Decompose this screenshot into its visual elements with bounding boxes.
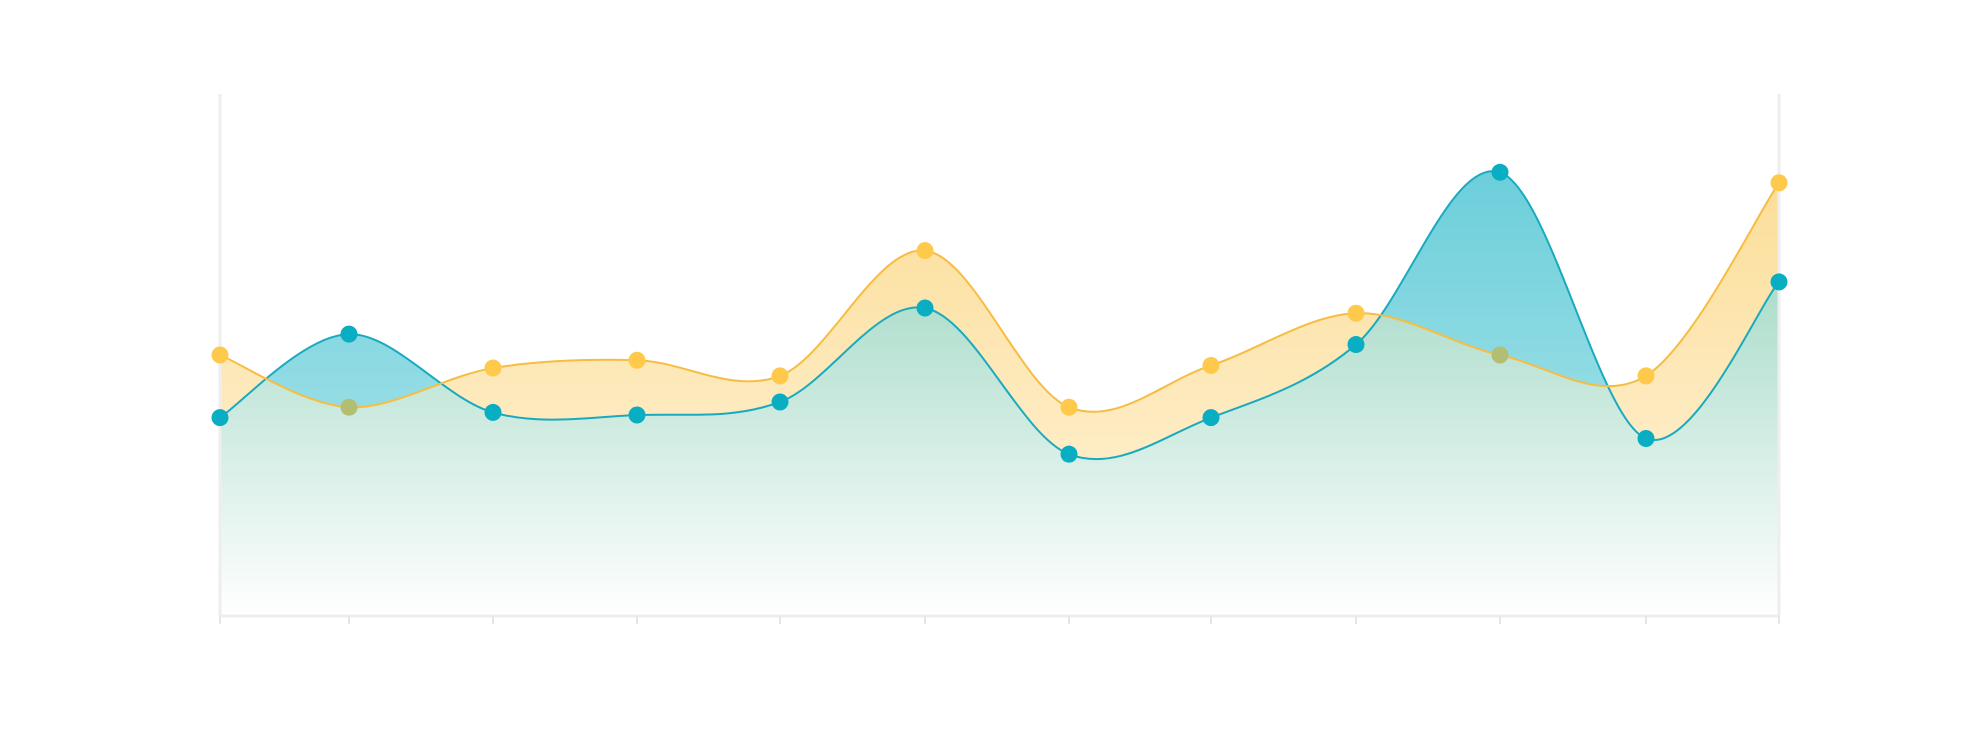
series-2-point[interactable] — [628, 406, 646, 424]
series-2-point[interactable] — [771, 393, 789, 411]
series-1-point[interactable] — [1491, 346, 1509, 364]
series-2-point[interactable] — [1637, 430, 1655, 448]
series-1-point[interactable] — [771, 367, 789, 385]
series-1-point[interactable] — [484, 359, 502, 377]
series-1-point[interactable] — [1202, 356, 1220, 374]
series-2-point[interactable] — [340, 325, 358, 343]
series-1-point[interactable] — [1060, 398, 1078, 416]
series-1-point[interactable] — [916, 242, 934, 260]
series-2-point[interactable] — [1347, 336, 1365, 354]
series-2-point[interactable] — [916, 299, 934, 317]
series-1-point[interactable] — [1637, 367, 1655, 385]
series-1-point[interactable] — [1770, 174, 1788, 192]
data-points — [211, 163, 1788, 463]
overlap-area — [220, 182, 1779, 616]
series-2-point[interactable] — [1060, 445, 1078, 463]
series-1-point[interactable] — [1347, 304, 1365, 322]
area-fills — [220, 171, 1779, 617]
series-2-point[interactable] — [484, 403, 502, 421]
series-2-point[interactable] — [1770, 273, 1788, 291]
series-2-point[interactable] — [1202, 409, 1220, 427]
series-1-point[interactable] — [340, 398, 358, 416]
series-1-point[interactable] — [211, 346, 229, 364]
series-1-point[interactable] — [628, 351, 646, 369]
series-2-point[interactable] — [211, 409, 229, 427]
series-2-point[interactable] — [1491, 163, 1509, 181]
